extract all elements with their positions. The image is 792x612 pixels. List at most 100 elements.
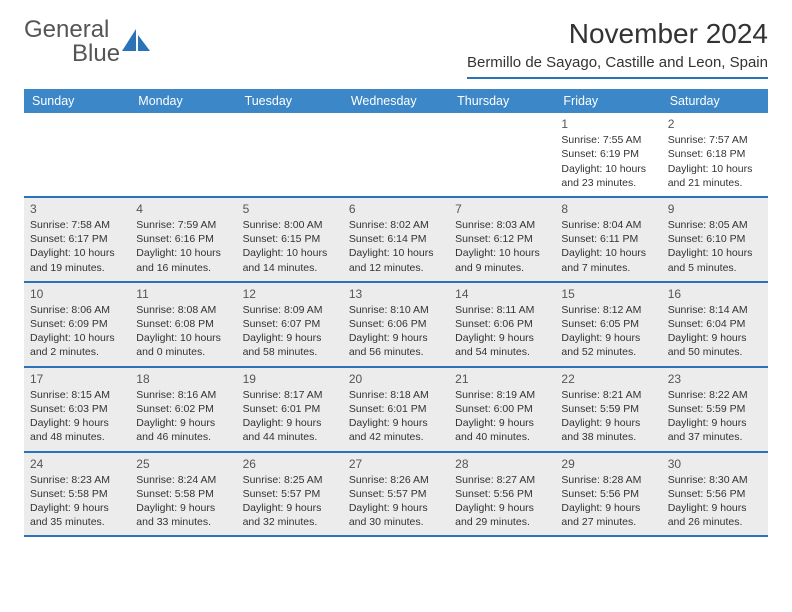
day-sunset: Sunset: 6:09 PM (30, 317, 124, 331)
day-cell (343, 113, 449, 196)
weekday-label: Monday (130, 89, 236, 113)
logo-word2: Blue (72, 40, 120, 67)
day-number: 2 (668, 116, 762, 132)
day-daylight: Daylight: 9 hours and 40 minutes. (455, 416, 549, 444)
day-cell: 11Sunrise: 8:08 AMSunset: 6:08 PMDayligh… (130, 283, 236, 366)
day-cell: 29Sunrise: 8:28 AMSunset: 5:56 PMDayligh… (555, 453, 661, 536)
week-row: 3Sunrise: 7:58 AMSunset: 6:17 PMDaylight… (24, 198, 768, 283)
day-sunset: Sunset: 6:04 PM (668, 317, 762, 331)
week-row: 17Sunrise: 8:15 AMSunset: 6:03 PMDayligh… (24, 368, 768, 453)
day-sunrise: Sunrise: 8:09 AM (243, 303, 337, 317)
day-sunrise: Sunrise: 8:08 AM (136, 303, 230, 317)
day-sunset: Sunset: 6:01 PM (243, 402, 337, 416)
day-number: 14 (455, 286, 549, 302)
day-sunrise: Sunrise: 8:26 AM (349, 473, 443, 487)
calendar: SundayMondayTuesdayWednesdayThursdayFrid… (24, 89, 768, 537)
day-cell (130, 113, 236, 196)
day-daylight: Daylight: 9 hours and 52 minutes. (561, 331, 655, 359)
day-sunrise: Sunrise: 8:04 AM (561, 218, 655, 232)
weekday-label: Friday (555, 89, 661, 113)
day-sunset: Sunset: 6:08 PM (136, 317, 230, 331)
day-daylight: Daylight: 10 hours and 5 minutes. (668, 246, 762, 274)
day-number: 16 (668, 286, 762, 302)
day-sunrise: Sunrise: 7:59 AM (136, 218, 230, 232)
day-sunset: Sunset: 6:11 PM (561, 232, 655, 246)
day-daylight: Daylight: 9 hours and 58 minutes. (243, 331, 337, 359)
day-sunrise: Sunrise: 8:05 AM (668, 218, 762, 232)
day-cell: 9Sunrise: 8:05 AMSunset: 6:10 PMDaylight… (662, 198, 768, 281)
day-sunset: Sunset: 6:06 PM (455, 317, 549, 331)
day-cell: 19Sunrise: 8:17 AMSunset: 6:01 PMDayligh… (237, 368, 343, 451)
day-sunset: Sunset: 6:06 PM (349, 317, 443, 331)
day-cell: 23Sunrise: 8:22 AMSunset: 5:59 PMDayligh… (662, 368, 768, 451)
day-cell: 25Sunrise: 8:24 AMSunset: 5:58 PMDayligh… (130, 453, 236, 536)
day-sunset: Sunset: 6:12 PM (455, 232, 549, 246)
week-row: 24Sunrise: 8:23 AMSunset: 5:58 PMDayligh… (24, 453, 768, 538)
day-number: 13 (349, 286, 443, 302)
day-number: 18 (136, 371, 230, 387)
day-sunrise: Sunrise: 8:28 AM (561, 473, 655, 487)
day-sunrise: Sunrise: 8:06 AM (30, 303, 124, 317)
day-sunrise: Sunrise: 7:58 AM (30, 218, 124, 232)
day-sunrise: Sunrise: 8:19 AM (455, 388, 549, 402)
day-sunrise: Sunrise: 8:10 AM (349, 303, 443, 317)
month-title: November 2024 (467, 18, 768, 50)
day-daylight: Daylight: 10 hours and 12 minutes. (349, 246, 443, 274)
day-cell: 1Sunrise: 7:55 AMSunset: 6:19 PMDaylight… (555, 113, 661, 196)
day-sunset: Sunset: 5:58 PM (30, 487, 124, 501)
day-sunrise: Sunrise: 8:00 AM (243, 218, 337, 232)
day-daylight: Daylight: 9 hours and 42 minutes. (349, 416, 443, 444)
day-number: 12 (243, 286, 337, 302)
day-sunrise: Sunrise: 8:02 AM (349, 218, 443, 232)
day-number: 22 (561, 371, 655, 387)
day-sunset: Sunset: 6:16 PM (136, 232, 230, 246)
day-sunset: Sunset: 5:59 PM (561, 402, 655, 416)
day-cell: 3Sunrise: 7:58 AMSunset: 6:17 PMDaylight… (24, 198, 130, 281)
day-daylight: Daylight: 9 hours and 50 minutes. (668, 331, 762, 359)
weekday-label: Thursday (449, 89, 555, 113)
day-sunrise: Sunrise: 8:25 AM (243, 473, 337, 487)
day-cell: 6Sunrise: 8:02 AMSunset: 6:14 PMDaylight… (343, 198, 449, 281)
day-sunrise: Sunrise: 8:23 AM (30, 473, 124, 487)
day-sunset: Sunset: 6:05 PM (561, 317, 655, 331)
day-daylight: Daylight: 9 hours and 33 minutes. (136, 501, 230, 529)
day-number: 26 (243, 456, 337, 472)
day-sunset: Sunset: 5:59 PM (668, 402, 762, 416)
day-sunset: Sunset: 6:01 PM (349, 402, 443, 416)
day-sunset: Sunset: 6:03 PM (30, 402, 124, 416)
day-number: 1 (561, 116, 655, 132)
day-sunset: Sunset: 5:56 PM (561, 487, 655, 501)
day-sunset: Sunset: 5:58 PM (136, 487, 230, 501)
day-sunrise: Sunrise: 8:18 AM (349, 388, 443, 402)
day-sunset: Sunset: 5:57 PM (349, 487, 443, 501)
day-daylight: Daylight: 10 hours and 2 minutes. (30, 331, 124, 359)
day-sunset: Sunset: 6:18 PM (668, 147, 762, 161)
day-sunset: Sunset: 6:07 PM (243, 317, 337, 331)
day-number: 25 (136, 456, 230, 472)
weekday-header: SundayMondayTuesdayWednesdayThursdayFrid… (24, 89, 768, 113)
day-cell: 30Sunrise: 8:30 AMSunset: 5:56 PMDayligh… (662, 453, 768, 536)
day-cell: 7Sunrise: 8:03 AMSunset: 6:12 PMDaylight… (449, 198, 555, 281)
day-sunrise: Sunrise: 7:57 AM (668, 133, 762, 147)
day-number: 21 (455, 371, 549, 387)
day-cell: 8Sunrise: 8:04 AMSunset: 6:11 PMDaylight… (555, 198, 661, 281)
day-sunset: Sunset: 5:56 PM (455, 487, 549, 501)
day-daylight: Daylight: 10 hours and 16 minutes. (136, 246, 230, 274)
title-block: November 2024 Bermillo de Sayago, Castil… (467, 18, 768, 79)
day-daylight: Daylight: 9 hours and 48 minutes. (30, 416, 124, 444)
day-number: 3 (30, 201, 124, 217)
day-sunrise: Sunrise: 7:55 AM (561, 133, 655, 147)
day-cell: 22Sunrise: 8:21 AMSunset: 5:59 PMDayligh… (555, 368, 661, 451)
day-cell (24, 113, 130, 196)
day-cell: 20Sunrise: 8:18 AMSunset: 6:01 PMDayligh… (343, 368, 449, 451)
day-cell: 2Sunrise: 7:57 AMSunset: 6:18 PMDaylight… (662, 113, 768, 196)
day-cell: 21Sunrise: 8:19 AMSunset: 6:00 PMDayligh… (449, 368, 555, 451)
day-sunrise: Sunrise: 8:21 AM (561, 388, 655, 402)
logo-sail-icon (122, 27, 152, 53)
day-sunrise: Sunrise: 8:11 AM (455, 303, 549, 317)
day-sunset: Sunset: 6:00 PM (455, 402, 549, 416)
day-sunrise: Sunrise: 8:03 AM (455, 218, 549, 232)
day-sunrise: Sunrise: 8:27 AM (455, 473, 549, 487)
day-sunset: Sunset: 6:02 PM (136, 402, 230, 416)
day-sunrise: Sunrise: 8:24 AM (136, 473, 230, 487)
